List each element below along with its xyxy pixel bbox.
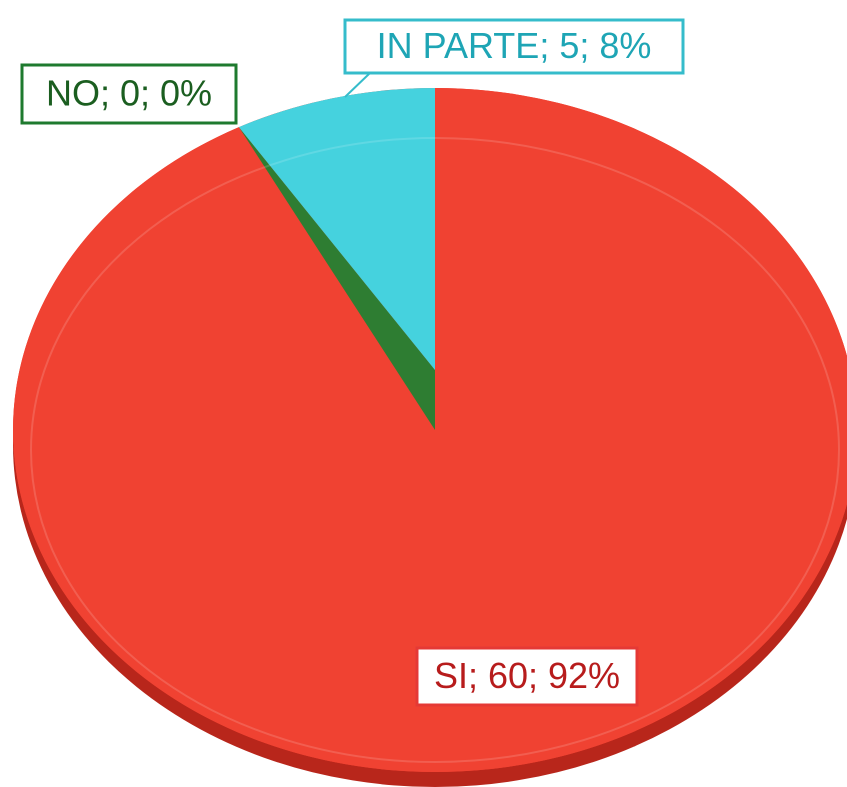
pie-slice [238,127,435,430]
labels: SI; 60; 92% NO; 0; 0% IN PARTE; 5; 8% [20,18,685,707]
label-box [343,18,685,75]
pie-rim [30,137,840,763]
data-label: NO; 0; 0% [46,73,212,114]
label-box [415,646,639,707]
data-label: IN PARTE; 5; 8% [377,25,652,66]
pie-slice [13,88,847,772]
data-label: SI; 60; 92% [434,655,620,696]
leader-line [344,72,371,98]
pie-plot [13,88,847,787]
label-box [20,63,238,125]
pie-slice [238,88,435,370]
